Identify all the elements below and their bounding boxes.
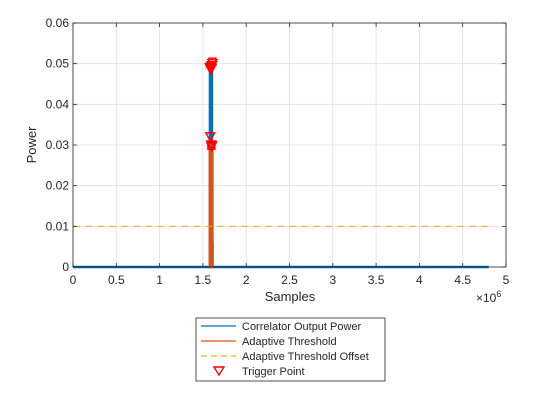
x-tick-label: 1.5 <box>195 273 212 287</box>
legend: Correlator Output Power Adaptive Thresho… <box>195 317 386 382</box>
legend-label-offset: Adaptive Threshold Offset <box>242 351 369 363</box>
legend-box <box>195 317 386 382</box>
y-tick-label: 0.06 <box>46 16 70 30</box>
trigger-point-marker <box>204 132 216 143</box>
x-tick-label: 4.5 <box>454 273 471 287</box>
y-tick-label: 0 <box>62 260 69 274</box>
legend-swatch-trigger <box>212 366 226 377</box>
x-tick-label: 3.5 <box>368 273 385 287</box>
axes: 0 0.5 1 1.5 2 2.5 3 3.5 4 4.5 5 0 0.01 0.02 0.03 0.04 0.… <box>46 16 510 287</box>
y-tick-label: 0.05 <box>46 57 70 71</box>
x-exponent: ×106 <box>476 289 501 305</box>
x-tick-label: 4 <box>416 273 423 287</box>
legend-label-trigger: Trigger Point <box>242 366 305 378</box>
x-exponent-power: 6 <box>496 289 501 299</box>
x-tick-label: 1 <box>156 273 163 287</box>
x-tick-label: 5 <box>503 273 510 287</box>
legend-label-adaptive: Adaptive Threshold <box>242 336 337 348</box>
x-tick-label: 3 <box>329 273 336 287</box>
x-axis-title: Samples <box>265 289 316 304</box>
y-tick-label: 0.01 <box>46 219 70 233</box>
trigger-point-marker <box>208 57 217 66</box>
y-tick-label: 0.03 <box>46 138 70 152</box>
x-tick-label: 0.5 <box>108 273 125 287</box>
y-tick-label: 0.04 <box>46 97 70 111</box>
trigger-point-marker <box>207 141 216 151</box>
legend-label-correlator: Correlator Output Power <box>242 321 362 333</box>
trigger-markers <box>204 57 219 153</box>
y-axis-title: Power <box>24 126 39 164</box>
x-tick-label: 2 <box>243 273 250 287</box>
trigger-point-marker <box>206 58 219 70</box>
x-exponent-base: ×10 <box>476 291 497 305</box>
y-tick-label: 0.02 <box>46 179 70 193</box>
x-tick-label: 2.5 <box>281 273 298 287</box>
series-adaptive-threshold <box>208 140 214 269</box>
x-tick-label: 0 <box>70 273 77 287</box>
